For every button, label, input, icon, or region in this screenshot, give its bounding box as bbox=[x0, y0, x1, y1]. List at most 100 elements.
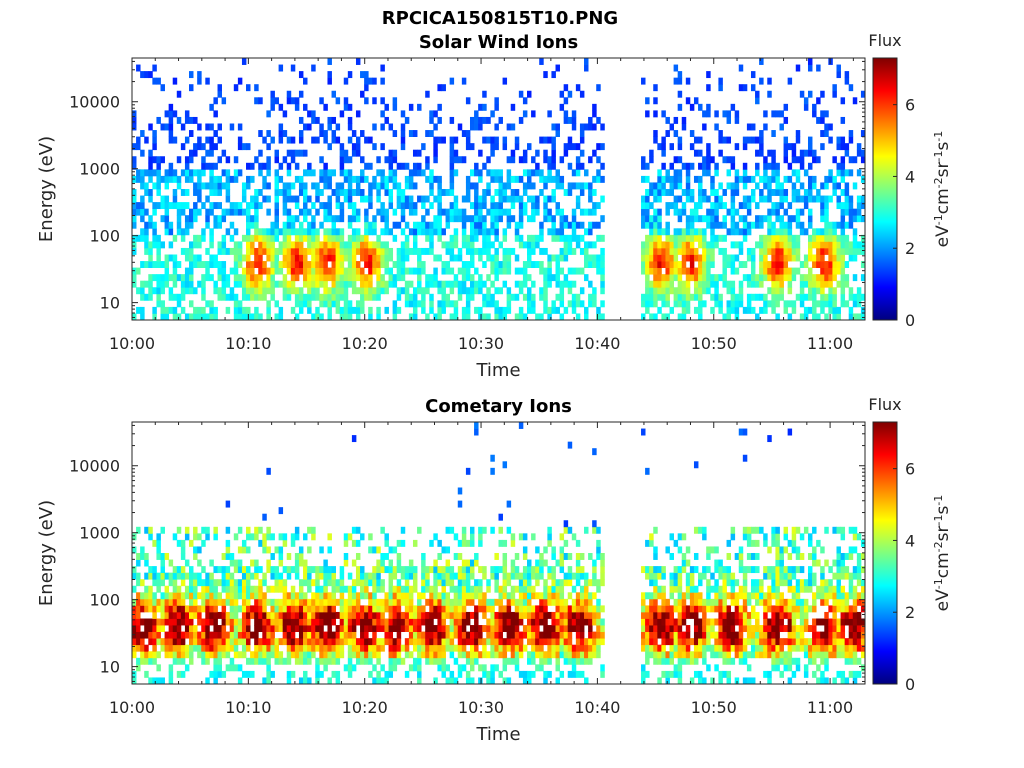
heatmap-cell bbox=[376, 241, 381, 249]
heatmap-cell bbox=[449, 175, 455, 183]
heatmap-cell bbox=[319, 592, 324, 600]
heatmap-cell bbox=[832, 287, 837, 295]
heatmap-cell bbox=[795, 293, 801, 301]
heatmap-cell bbox=[718, 234, 723, 242]
heatmap-cell bbox=[449, 313, 455, 321]
heatmap-cell bbox=[286, 208, 292, 216]
heatmap-cell bbox=[303, 247, 308, 255]
heatmap-cell bbox=[441, 287, 446, 295]
heatmap-cell bbox=[571, 625, 577, 632]
heatmap-cell bbox=[641, 215, 646, 223]
heatmap-cell bbox=[506, 123, 512, 131]
heatmap-cell bbox=[229, 631, 235, 639]
heatmap-cell bbox=[579, 585, 585, 593]
heatmap-cell bbox=[258, 644, 263, 652]
heatmap-cell bbox=[693, 202, 699, 210]
heatmap-cell bbox=[685, 274, 691, 282]
heatmap-cell bbox=[347, 313, 353, 321]
heatmap-cell bbox=[225, 228, 231, 236]
heatmap-cell bbox=[201, 202, 206, 210]
heatmap-cell bbox=[176, 300, 182, 308]
heatmap-cell bbox=[429, 651, 434, 659]
heatmap-cell bbox=[816, 247, 821, 255]
heatmap-cell bbox=[433, 611, 438, 619]
heatmap-cell bbox=[510, 631, 516, 639]
heatmap-cell bbox=[738, 287, 744, 295]
heatmap-cell bbox=[331, 234, 337, 242]
heatmap-cell bbox=[323, 644, 328, 652]
heatmap-cell bbox=[449, 611, 455, 619]
heatmap-cell bbox=[856, 300, 862, 308]
heatmap-cell bbox=[286, 631, 292, 639]
heatmap-cell bbox=[860, 156, 866, 164]
heatmap-cell bbox=[343, 631, 349, 639]
heatmap-cell bbox=[535, 546, 540, 554]
heatmap-cell bbox=[172, 110, 178, 118]
heatmap-cell bbox=[213, 605, 218, 613]
heatmap-cell bbox=[335, 202, 341, 210]
heatmap-cell bbox=[824, 228, 829, 236]
heatmap-cell bbox=[543, 585, 548, 593]
heatmap-cell bbox=[347, 182, 353, 190]
heatmap-cell bbox=[323, 579, 328, 587]
heatmap-cell bbox=[584, 644, 589, 652]
heatmap-cell bbox=[347, 267, 353, 275]
heatmap-cell bbox=[294, 254, 300, 262]
heatmap-cell bbox=[360, 631, 365, 639]
heatmap-cell bbox=[685, 162, 691, 170]
heatmap-cell bbox=[136, 136, 141, 144]
heatmap-cell bbox=[404, 585, 410, 593]
heatmap-cell bbox=[368, 651, 373, 659]
heatmap-cell bbox=[180, 579, 186, 587]
heatmap-cell bbox=[506, 247, 512, 255]
heatmap-cell bbox=[465, 261, 471, 268]
heatmap-cell bbox=[775, 247, 780, 255]
heatmap-cell bbox=[490, 195, 495, 203]
heatmap-cell bbox=[848, 254, 854, 262]
heatmap-cell bbox=[820, 143, 825, 151]
heatmap-cell bbox=[193, 287, 198, 295]
heatmap-cell bbox=[567, 651, 573, 659]
heatmap-cell bbox=[384, 156, 389, 164]
heatmap-cell bbox=[734, 254, 740, 262]
heatmap-cell bbox=[453, 598, 459, 606]
heatmap-cell bbox=[653, 241, 658, 249]
heatmap-cell bbox=[368, 228, 373, 236]
heatmap-cell bbox=[152, 618, 157, 626]
heatmap-cell bbox=[298, 175, 304, 183]
heatmap-cell bbox=[563, 572, 569, 580]
heatmap-cell bbox=[579, 221, 585, 229]
heatmap-cell bbox=[649, 241, 654, 249]
heatmap-cell bbox=[144, 280, 149, 288]
heatmap-cell bbox=[274, 208, 279, 216]
heatmap-cell bbox=[404, 670, 410, 678]
heatmap-cell bbox=[824, 313, 829, 321]
heatmap-cell bbox=[140, 605, 145, 613]
heatmap-cell bbox=[502, 136, 508, 144]
heatmap-cell bbox=[706, 280, 711, 288]
heatmap-cell bbox=[388, 156, 394, 164]
heatmap-cell bbox=[156, 664, 161, 672]
heatmap-cell bbox=[347, 644, 353, 652]
heatmap-cell bbox=[527, 625, 532, 632]
heatmap-cell bbox=[522, 149, 528, 157]
heatmap-cell bbox=[246, 221, 251, 229]
heatmap-cell bbox=[266, 664, 271, 672]
heatmap-cell bbox=[783, 221, 789, 229]
heatmap-cell bbox=[824, 221, 829, 229]
heatmap-cell bbox=[763, 247, 768, 255]
heatmap-cell bbox=[351, 579, 357, 587]
heatmap-cell bbox=[152, 566, 157, 574]
heatmap-cell bbox=[197, 195, 202, 203]
heatmap-cell bbox=[339, 566, 345, 574]
heatmap-cell bbox=[653, 195, 658, 203]
heatmap-cell bbox=[335, 136, 341, 144]
heatmap-cell bbox=[771, 189, 776, 196]
heatmap-cell bbox=[494, 611, 499, 619]
heatmap-cell bbox=[156, 77, 161, 85]
heatmap-cell bbox=[795, 156, 801, 164]
heatmap-cell bbox=[262, 677, 267, 685]
heatmap-cell bbox=[445, 644, 451, 652]
heatmap-cell bbox=[209, 618, 214, 626]
heatmap-cell bbox=[645, 208, 650, 216]
